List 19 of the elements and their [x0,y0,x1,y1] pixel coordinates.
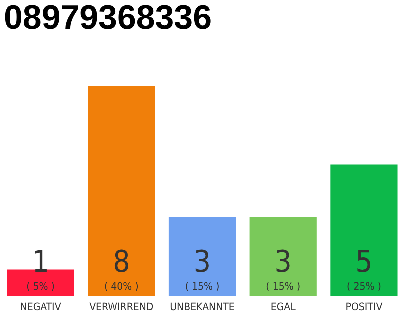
data-label: 3 [274,245,292,280]
annotation: ( 25% ) [347,281,382,293]
bar [330,164,398,296]
bar [88,86,156,296]
data-label: 8 [113,245,130,280]
x-tick-label: EGAL [270,302,297,314]
data-label: 3 [194,245,212,280]
bar [168,217,236,296]
x-tick-label: VERWIRREND [90,302,154,314]
annotation: ( 40% ) [104,281,139,293]
annotation: ( 15% ) [266,281,301,293]
bar [250,217,317,296]
data-label: 5 [356,245,373,280]
x-tick-label: NEGATIV [20,302,62,314]
annotation: ( 15% ) [185,281,220,293]
x-tick-label: POSITIV [346,302,384,314]
x-tick-label: UNBEKANNTE [170,302,235,314]
annotation: ( 5% ) [26,281,55,293]
chart-title: 08979368336 [4,0,212,37]
